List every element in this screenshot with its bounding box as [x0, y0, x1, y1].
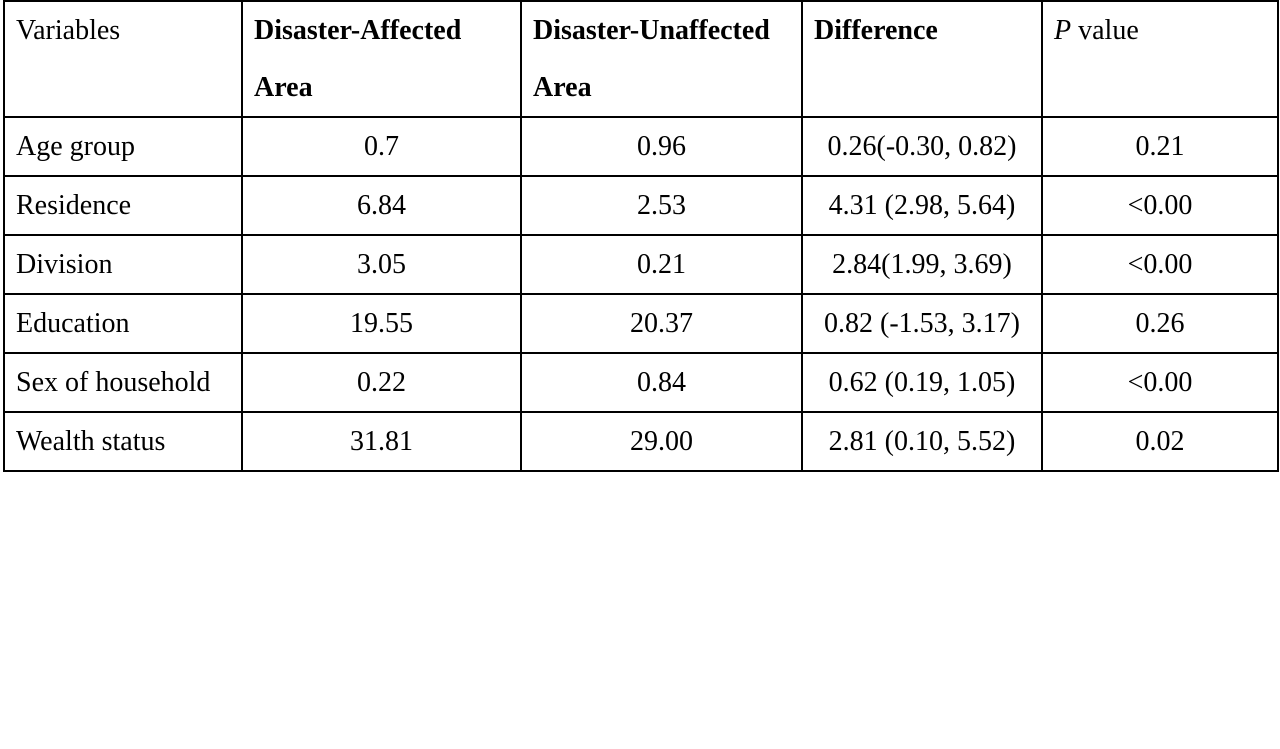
- cell-variable: Residence: [3, 175, 243, 236]
- header-variables: Variables: [3, 0, 243, 118]
- cell-unaffected: 0.96: [520, 116, 803, 177]
- cell-difference: 0.82 (-1.53, 3.17): [801, 293, 1043, 354]
- table-row: Age group 0.7 0.96 0.26(-0.30, 0.82) 0.2…: [3, 116, 1279, 177]
- cell-variable: Wealth status: [3, 411, 243, 472]
- table-header: Variables Disaster-Affected Area Disaste…: [3, 0, 1279, 118]
- p-symbol: P: [1054, 15, 1072, 46]
- table-row: Division 3.05 0.21 2.84(1.99, 3.69) <0.0…: [3, 234, 1279, 295]
- header-affected-area: Disaster-Affected Area: [241, 0, 522, 118]
- cell-variable: Division: [3, 234, 243, 295]
- table-body: Age group 0.7 0.96 0.26(-0.30, 0.82) 0.2…: [3, 116, 1279, 472]
- table-row: Education 19.55 20.37 0.82 (-1.53, 3.17)…: [3, 293, 1279, 354]
- cell-difference: 0.26(-0.30, 0.82): [801, 116, 1043, 177]
- cell-affected: 31.81: [241, 411, 522, 472]
- cell-variable: Education: [3, 293, 243, 354]
- cell-affected: 0.7: [241, 116, 522, 177]
- cell-unaffected: 20.37: [520, 293, 803, 354]
- cell-difference: 0.62 (0.19, 1.05): [801, 352, 1043, 413]
- cell-affected: 3.05: [241, 234, 522, 295]
- cell-p-value: <0.00: [1041, 234, 1279, 295]
- header-difference: Difference: [801, 0, 1043, 118]
- cell-unaffected: 2.53: [520, 175, 803, 236]
- cell-p-value: <0.00: [1041, 175, 1279, 236]
- cell-difference: 2.81 (0.10, 5.52): [801, 411, 1043, 472]
- cell-difference: 2.84(1.99, 3.69): [801, 234, 1043, 295]
- p-value-label: value: [1071, 15, 1139, 46]
- cell-p-value: 0.26: [1041, 293, 1279, 354]
- cell-p-value: 0.21: [1041, 116, 1279, 177]
- cell-affected: 19.55: [241, 293, 522, 354]
- cell-variable: Sex of household: [3, 352, 243, 413]
- table-row: Wealth status 31.81 29.00 2.81 (0.10, 5.…: [3, 411, 1279, 472]
- cell-difference: 4.31 (2.98, 5.64): [801, 175, 1043, 236]
- cell-unaffected: 0.21: [520, 234, 803, 295]
- cell-affected: 0.22: [241, 352, 522, 413]
- table-row: Residence 6.84 2.53 4.31 (2.98, 5.64) <0…: [3, 175, 1279, 236]
- cell-variable: Age group: [3, 116, 243, 177]
- cell-unaffected: 29.00: [520, 411, 803, 472]
- header-p-value: P value: [1041, 0, 1279, 118]
- cell-affected: 6.84: [241, 175, 522, 236]
- cell-p-value: 0.02: [1041, 411, 1279, 472]
- cell-p-value: <0.00: [1041, 352, 1279, 413]
- cell-unaffected: 0.84: [520, 352, 803, 413]
- table-row: Sex of household 0.22 0.84 0.62 (0.19, 1…: [3, 352, 1279, 413]
- header-unaffected-area: Disaster-Unaffected Area: [520, 0, 803, 118]
- header-row: Variables Disaster-Affected Area Disaste…: [3, 0, 1279, 118]
- results-table: Variables Disaster-Affected Area Disaste…: [3, 0, 1279, 472]
